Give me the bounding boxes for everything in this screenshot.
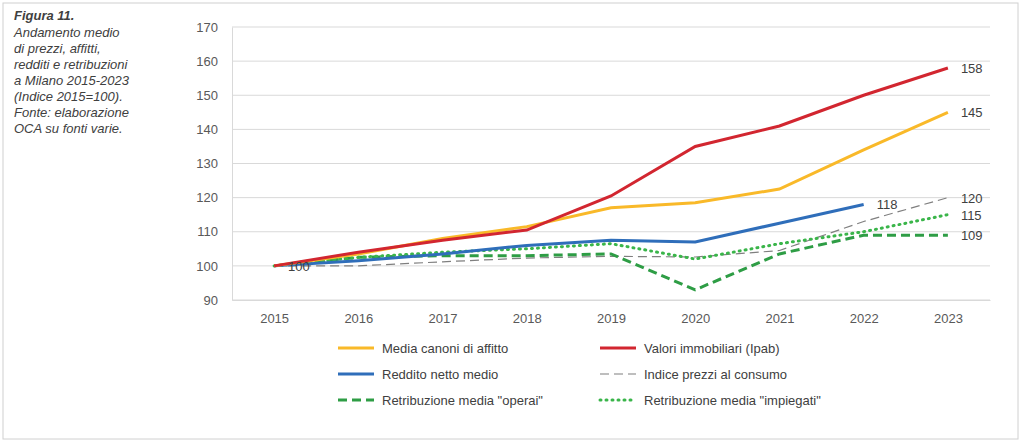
legend-swatch bbox=[600, 373, 636, 374]
y-tick-label: 120 bbox=[196, 190, 218, 205]
grid-line bbox=[232, 300, 990, 301]
legend-swatch bbox=[600, 399, 636, 402]
title: Figura 11. bbox=[14, 8, 74, 23]
x-tick: 2021 bbox=[765, 300, 794, 326]
x-axis-line bbox=[233, 300, 991, 301]
x-tick: 2018 bbox=[513, 300, 542, 326]
legend-label: Valori immobiliari (Ipab) bbox=[644, 341, 780, 356]
y-tick-label: 130 bbox=[196, 156, 218, 171]
grid bbox=[232, 27, 990, 300]
x-tick-label: 2022 bbox=[850, 311, 879, 326]
y-tick-label: 150 bbox=[196, 88, 218, 103]
y-tick: 150 bbox=[196, 88, 232, 103]
legend-label: Reddito netto medio bbox=[382, 367, 498, 382]
y-tick-label: 140 bbox=[196, 122, 218, 137]
grid-line bbox=[232, 231, 990, 232]
annotation: 100 bbox=[288, 259, 310, 274]
y-tick-label: 170 bbox=[196, 20, 218, 35]
legend-swatch bbox=[338, 373, 374, 376]
y-tick: 120 bbox=[196, 190, 232, 205]
x-tick-label: 2020 bbox=[681, 311, 710, 326]
subtitle: (Indice 2015=100). bbox=[14, 89, 123, 104]
grid-line bbox=[232, 129, 990, 130]
legend-swatch bbox=[600, 347, 636, 350]
annotations: 100 158 145 118 120 115 109 bbox=[288, 61, 982, 274]
grid-line bbox=[232, 61, 990, 62]
legend-label: Media canoni di affitto bbox=[382, 341, 508, 356]
y-tick-label: 90 bbox=[204, 293, 218, 308]
series-line bbox=[274, 112, 948, 266]
x-tick: 2023 bbox=[934, 300, 963, 326]
x-tick-label: 2018 bbox=[513, 311, 542, 326]
annotation: 109 bbox=[961, 228, 983, 243]
y-tick: 160 bbox=[196, 54, 232, 69]
subtitle: OCA su fonti varie. bbox=[14, 121, 123, 136]
legend-label: Retribuzione media "impiegati" bbox=[644, 393, 821, 408]
subtitle: redditi e retribuzioni bbox=[14, 57, 129, 72]
series-line bbox=[274, 68, 948, 266]
annotation: 120 bbox=[961, 191, 983, 206]
x-axis: 2015 2016 2017 2018 2019 2020 2021 2022 2023 bbox=[233, 300, 991, 326]
subtitle: a Milano 2015-2023 bbox=[14, 73, 130, 88]
subtitle: Andamento medio bbox=[13, 25, 120, 40]
x-tick: 2019 bbox=[597, 300, 626, 326]
caption: Figura 11. Andamento mediodi prezzi, affi… bbox=[13, 8, 130, 136]
annotation: 118 bbox=[877, 197, 898, 212]
x-tick-label: 2021 bbox=[765, 311, 794, 326]
y-tick-label: 100 bbox=[196, 259, 218, 274]
y-axis: 90 100 110 120 130 140 150 160 170 bbox=[196, 20, 232, 308]
grid-line bbox=[232, 27, 990, 28]
plot-area bbox=[274, 68, 948, 290]
legend-swatch bbox=[338, 399, 374, 402]
subtitle: di prezzi, affitti, bbox=[14, 41, 101, 56]
chart: Figura 11. Andamento mediodi prezzi, affi… bbox=[0, 0, 1024, 445]
annotation: 158 bbox=[961, 61, 983, 76]
legend-swatch bbox=[338, 347, 374, 350]
figure-frame bbox=[3, 3, 1018, 439]
x-tick-label: 2016 bbox=[344, 311, 373, 326]
y-tick: 90 bbox=[204, 293, 232, 308]
y-tick: 110 bbox=[197, 224, 232, 239]
grid-line bbox=[232, 95, 990, 96]
y-axis-line bbox=[232, 28, 233, 301]
legend: Media canoni di affitto Valori immobiliar… bbox=[338, 341, 821, 408]
x-tick: 2020 bbox=[681, 300, 710, 326]
x-tick-label: 2015 bbox=[260, 311, 289, 326]
y-tick: 170 bbox=[196, 20, 232, 35]
y-tick: 130 bbox=[196, 156, 232, 171]
x-tick-label: 2017 bbox=[429, 311, 458, 326]
x-tick: 2017 bbox=[429, 300, 458, 326]
x-tick-label: 2019 bbox=[597, 311, 626, 326]
x-tick: 2022 bbox=[850, 300, 879, 326]
y-tick: 140 bbox=[196, 122, 232, 137]
legend-label: Retribuzione media "operai" bbox=[382, 393, 543, 408]
subtitle: Fonte: elaborazione bbox=[14, 105, 129, 120]
y-tick: 100 bbox=[196, 259, 232, 274]
legend-label: Indice prezzi al consumo bbox=[644, 367, 787, 382]
grid-line bbox=[232, 163, 990, 164]
annotation: 145 bbox=[961, 105, 983, 120]
x-tick-label: 2023 bbox=[934, 311, 963, 326]
y-tick-label: 160 bbox=[196, 54, 218, 69]
annotation: 115 bbox=[961, 208, 982, 223]
y-tick-label: 110 bbox=[197, 224, 218, 239]
x-tick: 2016 bbox=[344, 300, 373, 326]
x-tick: 2015 bbox=[260, 300, 289, 326]
